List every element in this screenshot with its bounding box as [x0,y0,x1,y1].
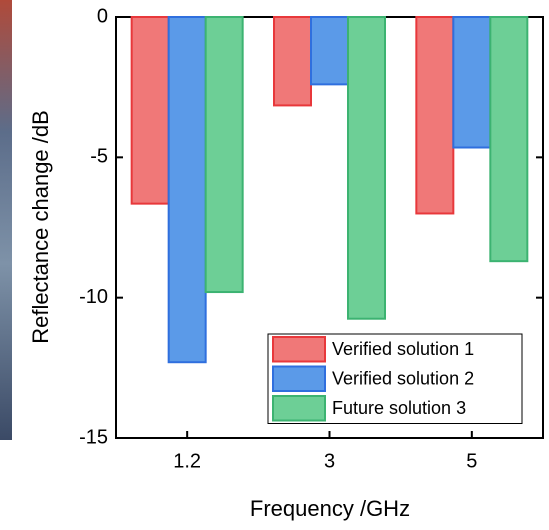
bar [167,16,207,364]
photo-strip [0,0,12,440]
legend-label: Verified solution 2 [332,369,474,389]
bar [347,16,386,320]
x-tick-label: 1.2 [173,450,201,472]
legend-label: Future solution 3 [332,398,466,418]
x-tick-label: 3 [324,450,335,472]
legend-swatch [272,336,326,363]
legend-label: Verified solution 1 [332,339,474,359]
x-axis-label: Frequency /GHz [250,496,410,521]
y-tick-label: 0 [97,5,108,27]
y-tick-label: -5 [90,146,108,168]
legend-swatch [272,365,326,392]
bar [489,16,529,263]
legend-swatch [272,395,326,422]
x-tick-label: 5 [466,450,477,472]
y-tick-label: -15 [79,426,108,448]
y-axis-label: Reflectance change /dB [28,110,53,344]
bar [452,16,492,149]
bar [310,16,349,86]
y-tick-label: -10 [79,286,108,308]
bar [130,16,170,205]
bar [204,16,244,294]
bar [273,16,312,107]
bar [415,16,455,215]
